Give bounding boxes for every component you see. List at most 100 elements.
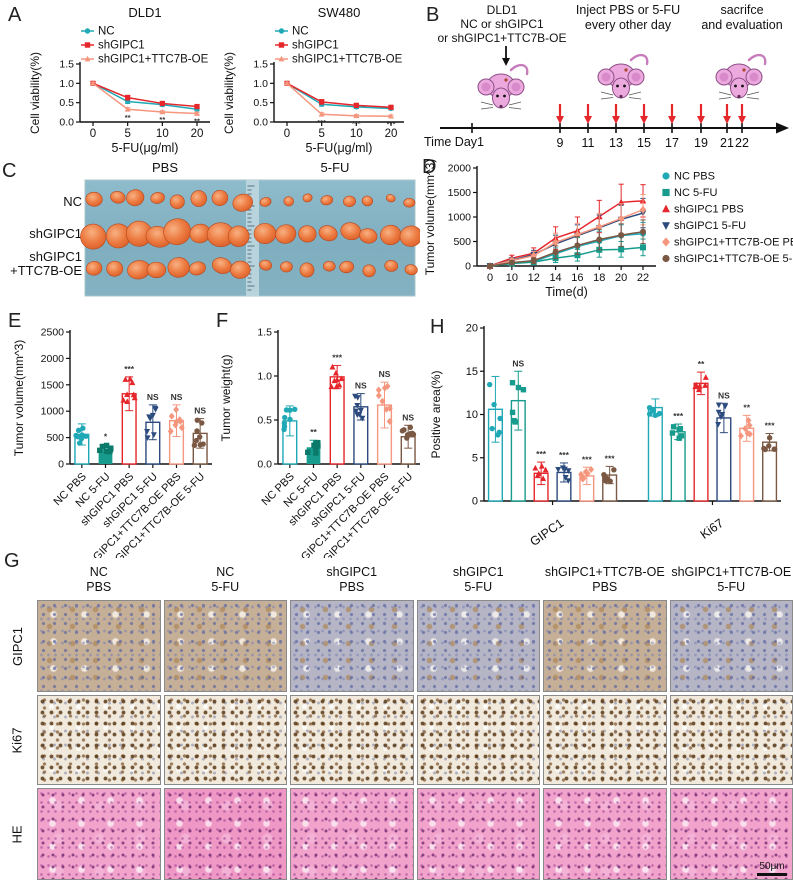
col-header-line: shGIPC1	[326, 565, 378, 579]
svg-text:1.5: 1.5	[59, 59, 74, 71]
svg-text:1.5: 1.5	[257, 327, 272, 339]
scale-bar: 50μm	[757, 861, 787, 876]
svg-text:***: ***	[765, 421, 776, 431]
svg-text:Positive area(%): Positive area(%)	[429, 370, 443, 458]
ihc-image-ki67	[37, 695, 161, 785]
svg-text:14: 14	[549, 272, 561, 284]
ihc-row-label: HE	[9, 824, 25, 844]
svg-text:every other day: every other day	[585, 18, 672, 32]
svg-text:***: ***	[332, 352, 343, 362]
ihc-image-gipc1	[163, 600, 287, 692]
ihc-image-ki67	[416, 695, 540, 785]
svg-text:NS: NS	[147, 392, 159, 402]
svg-text:5-FU(μg/ml): 5-FU(μg/ml)	[306, 141, 373, 155]
svg-text:or shGIPC1+TTC7B-OE: or shGIPC1+TTC7B-OE	[437, 31, 566, 45]
svg-text:SW480: SW480	[318, 5, 361, 20]
svg-text:0: 0	[58, 459, 64, 471]
svg-text:9: 9	[557, 136, 564, 150]
svg-text:NC PBS: NC PBS	[674, 171, 715, 183]
svg-text:500: 500	[46, 432, 64, 444]
svg-text:NC: NC	[98, 26, 115, 38]
col-header-line: NC	[89, 565, 108, 579]
panel-label-c: C	[2, 160, 17, 182]
svg-text:2500: 2500	[41, 327, 65, 339]
ihc-image-grid: NC PBS NC 5-FU shGIPC1 PBS shGIPC1 5-FU shGI…	[0, 545, 793, 883]
col-header-line: 5-FU	[211, 580, 240, 594]
ihc-image-gipc1	[290, 600, 414, 692]
ihc-image-gipc1	[543, 600, 667, 692]
svg-text:NS: NS	[402, 412, 414, 422]
svg-text:***: ***	[582, 454, 593, 464]
svg-text:Ki67: Ki67	[698, 516, 727, 542]
ihc-image-he	[416, 788, 540, 880]
svg-text:10: 10	[506, 272, 518, 284]
svg-text:NS: NS	[718, 390, 730, 400]
svg-text:0.5: 0.5	[59, 97, 74, 109]
ihc-image-ki67	[290, 695, 414, 785]
svg-text:0.0: 0.0	[257, 459, 272, 471]
svg-text:shGIPC1: shGIPC1	[29, 226, 82, 241]
col-header-line: shGIPC1	[452, 565, 504, 579]
svg-text:5: 5	[472, 452, 478, 464]
svg-text:500: 500	[453, 236, 471, 248]
col-header-line: PBS	[592, 580, 618, 594]
svg-text:1.0: 1.0	[59, 78, 74, 90]
svg-text:***: ***	[352, 119, 361, 128]
svg-text:0: 0	[284, 128, 290, 140]
svg-text:NS: NS	[512, 358, 524, 368]
sw480-viability-line-chart: 0.0 0.5 1.0 1.5 Cell viability(%) 0 5 10 20 5-FU(…	[222, 5, 404, 155]
svg-text:0: 0	[465, 261, 471, 273]
ihc-image-he	[290, 788, 414, 880]
svg-text:10: 10	[156, 128, 169, 140]
svg-text:Cell viability(%): Cell viability(%)	[222, 52, 236, 134]
svg-text:2000: 2000	[41, 353, 65, 365]
svg-text:0: 0	[472, 496, 478, 508]
svg-text:Inject PBS or 5-FU: Inject PBS or 5-FU	[576, 3, 680, 17]
svg-text:1500: 1500	[448, 187, 472, 199]
dld1-viability-line-chart: 0.0 0.5 1.0 1.5 Cell viability(%) 0 5 10 20 5-FU(…	[28, 5, 210, 155]
svg-text:PBS: PBS	[152, 160, 178, 175]
svg-text:1500: 1500	[41, 379, 65, 391]
svg-text:+TTC7B-OE: +TTC7B-OE	[10, 263, 82, 278]
ihc-image-he	[163, 788, 287, 880]
svg-text:0: 0	[90, 128, 96, 140]
ihc-col-header: NC 5-FU	[164, 545, 288, 597]
ihc-image-he	[37, 788, 161, 880]
svg-text:0.0: 0.0	[253, 117, 268, 129]
svg-text:***: ***	[124, 364, 135, 374]
svg-text:***: ***	[673, 411, 684, 421]
panel-label-h: H	[430, 316, 445, 338]
svg-text:shGIPC1: shGIPC1	[98, 40, 145, 52]
ihc-image-gipc1	[37, 600, 161, 692]
svg-text:5: 5	[318, 128, 324, 140]
svg-text:NC: NC	[292, 26, 309, 38]
svg-text:2000: 2000	[448, 163, 472, 175]
tumor-volume-line-chart: 0 500 1000 1500 2000 Tumor volume(mm^3) 0 10 12 1…	[423, 159, 793, 299]
col-header-line: PBS	[339, 580, 365, 594]
svg-text:NC or shGIPC1: NC or shGIPC1	[460, 17, 544, 31]
svg-text:shGIPC1: shGIPC1	[29, 249, 82, 264]
ihc-image-gipc1	[669, 600, 793, 692]
svg-text:0: 0	[487, 272, 493, 284]
svg-text:shGIPC1+TTC7B-OE PBS: shGIPC1+TTC7B-OE PBS	[674, 237, 793, 249]
col-header-line: PBS	[86, 580, 112, 594]
svg-text:Tumor volume(mm^3): Tumor volume(mm^3)	[12, 340, 26, 457]
svg-text:22: 22	[637, 272, 649, 284]
svg-text:21: 21	[720, 136, 734, 150]
col-header-line: 5-FU	[717, 580, 746, 594]
svg-text:**: **	[698, 359, 705, 369]
svg-text:1.5: 1.5	[253, 59, 268, 71]
svg-text:**: **	[310, 427, 317, 437]
svg-text:***: ***	[317, 118, 326, 127]
ihc-image-ki67	[163, 695, 287, 785]
svg-text:10: 10	[466, 409, 478, 421]
svg-text:20: 20	[615, 272, 627, 284]
svg-text:12: 12	[528, 272, 540, 284]
svg-text:shGIPC1: shGIPC1	[292, 40, 339, 52]
svg-text:DLD1: DLD1	[128, 5, 161, 20]
panel-label-b: B	[426, 4, 440, 26]
ihc-row-label: Ki67	[9, 726, 25, 754]
